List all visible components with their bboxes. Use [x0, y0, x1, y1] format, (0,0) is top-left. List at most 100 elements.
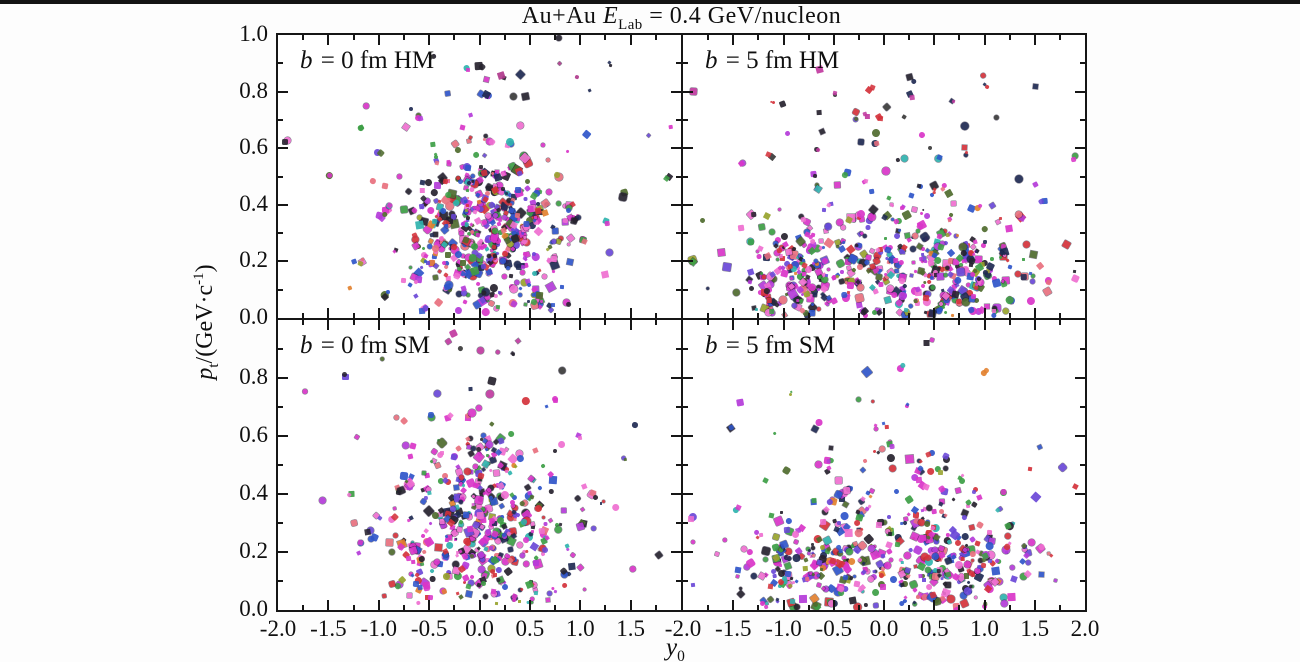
y-minor-tick [278, 289, 283, 291]
scatter-point [871, 309, 878, 315]
scatter-point [968, 256, 976, 265]
scatter-point [477, 63, 487, 72]
scatter-point [564, 301, 573, 309]
x-major-tick [833, 35, 835, 45]
x-tick-label: -1.0 [765, 616, 802, 641]
scatter-point [790, 250, 799, 259]
scatter-point [485, 528, 492, 535]
x-minor-tick [504, 35, 506, 40]
scatter-point [465, 67, 471, 73]
scatter-point [481, 580, 487, 586]
scatter-point [722, 537, 727, 543]
x-major-tick [378, 308, 380, 318]
scatter-point [901, 114, 908, 121]
y-minor-tick [278, 464, 283, 466]
scatter-point [1025, 295, 1036, 306]
scatter-point [444, 534, 448, 539]
scatter-point [803, 557, 809, 563]
x-minor-tick [353, 605, 355, 610]
scatter-point [434, 461, 442, 469]
scatter-point [766, 298, 772, 303]
scatter-point [903, 307, 908, 312]
y-major-tick [671, 493, 681, 495]
scatter-point [1007, 264, 1013, 270]
scatter-point [845, 528, 853, 537]
scatter-point [1032, 180, 1039, 188]
scatter-point [590, 525, 598, 533]
x-major-tick [783, 600, 785, 610]
scatter-point [705, 286, 711, 291]
scatter-point [890, 203, 894, 208]
scatter-point [821, 207, 826, 212]
scatter-point [566, 258, 574, 266]
scatter-point [411, 559, 416, 564]
scatter-point [825, 267, 831, 272]
x-minor-tick [1009, 313, 1011, 318]
scatter-point [465, 590, 473, 598]
scatter-point [956, 267, 966, 276]
scatter-point [895, 157, 901, 163]
scatter-point [481, 459, 490, 468]
y-major-tick [1075, 551, 1085, 553]
y-major-tick [683, 377, 693, 379]
scatter-point [501, 582, 509, 591]
scatter-point [386, 538, 394, 546]
scatter-point [509, 284, 518, 293]
scatter-point [560, 581, 568, 589]
scatter-point [376, 515, 382, 521]
scatter-point [904, 494, 914, 504]
scatter-point [520, 269, 526, 275]
scatter-point [1036, 444, 1042, 450]
scatter-point [892, 258, 899, 264]
x-tick-label: -0.5 [410, 616, 448, 641]
y-tick-label: 0.8 [239, 77, 268, 103]
scatter-point [422, 527, 430, 534]
scatter-point [553, 448, 558, 454]
scatter-point [918, 459, 924, 464]
y-major-tick [671, 551, 681, 553]
scatter-point [761, 274, 767, 279]
scatter-point [757, 245, 764, 252]
scatter-point [580, 507, 585, 512]
scatter-point [419, 265, 424, 270]
scatter-point [998, 216, 1003, 221]
scatter-point [779, 511, 784, 515]
scatter-point [601, 270, 609, 279]
scatter-point [1049, 553, 1053, 558]
x-minor-tick [858, 313, 860, 318]
scatter-point [540, 463, 546, 469]
x-minor-tick [958, 35, 960, 40]
scatter-point [413, 292, 419, 299]
x-major-tick [327, 308, 329, 318]
scatter-point [558, 366, 567, 375]
scatter-point [883, 236, 888, 241]
scatter-point [846, 281, 854, 290]
x-minor-tick [504, 320, 506, 325]
scatter-point [427, 411, 434, 418]
scatter-point [868, 493, 873, 499]
scatter-point [1029, 278, 1036, 285]
scatter-point [768, 309, 775, 315]
scatter-point [985, 304, 990, 309]
x-major-tick [529, 600, 531, 610]
scatter-point [541, 515, 546, 520]
scatter-point [887, 463, 898, 474]
scatter-point [1027, 466, 1033, 472]
scatter-point [553, 398, 558, 404]
scatter-point [970, 293, 976, 300]
panel-b5-HM: b = 5 fm HM [683, 35, 1085, 318]
scatter-point [457, 498, 463, 504]
x-minor-tick [604, 605, 606, 610]
scatter-point [430, 141, 437, 148]
scatter-point [899, 205, 904, 210]
y-major-tick [683, 493, 693, 495]
scatter-point [473, 451, 484, 463]
scatter-point [405, 555, 412, 562]
scatter-point [551, 228, 559, 235]
scatter-point [885, 541, 893, 550]
scatter-point [979, 71, 986, 79]
x-minor-tick [808, 313, 810, 318]
scatter-point [987, 529, 993, 536]
scatter-point [479, 165, 483, 169]
